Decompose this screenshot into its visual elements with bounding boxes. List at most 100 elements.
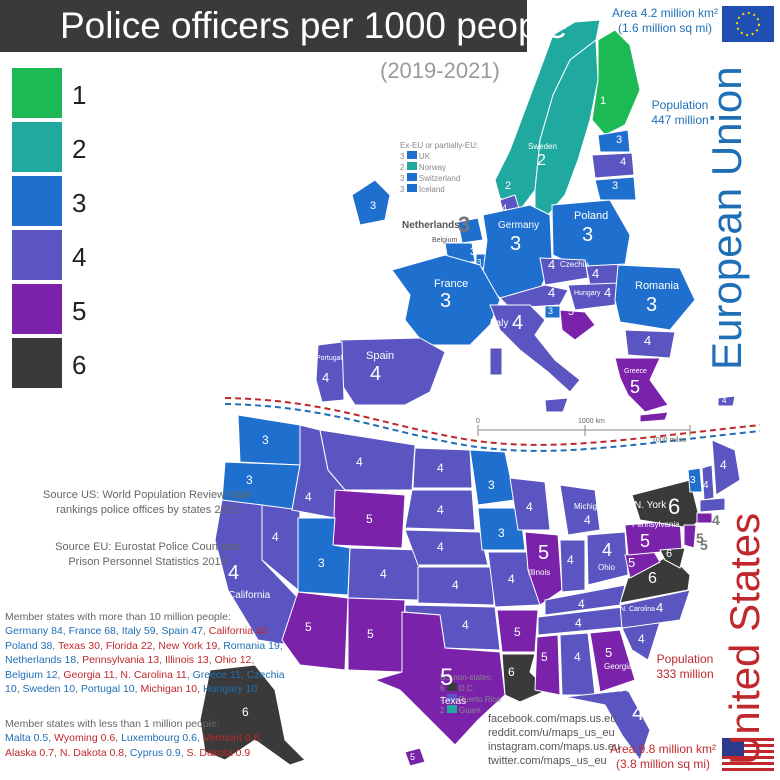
label-illinois-name: Illinois: [528, 568, 551, 577]
label-new-mexico-value: 5: [367, 627, 374, 641]
label-n-carolina-name: N. Carolina: [620, 606, 656, 613]
twitter-link[interactable]: twitter.com/maps_us_eu: [488, 755, 607, 767]
region-new-york: [631, 479, 701, 529]
region-iowa: [477, 507, 526, 551]
us-area-km: Area 9.8 million km²: [609, 742, 717, 756]
member-entry: Texas 30: [57, 639, 100, 652]
member-entry: Florida 22: [105, 639, 153, 652]
label-netherlands-value: 3: [458, 212, 471, 237]
label-texas-name: Texas: [440, 696, 467, 707]
region-florida: [564, 689, 651, 762]
label-nevada-value: 4: [272, 530, 279, 544]
label-wisconsin-value: 4: [526, 500, 533, 514]
label-bulgaria-value: 4: [644, 333, 652, 348]
label-arizona-value: 5: [305, 620, 312, 634]
members-large-list: Member states with more than 10 million …: [5, 610, 290, 696]
label-connecticut-value: 5: [700, 537, 708, 553]
region-ohio: [586, 531, 629, 586]
region-texas: [373, 611, 506, 746]
us-area-mi: (3.8 million sq mi): [615, 757, 711, 771]
label-new-hampshire-value: 4: [703, 480, 709, 491]
region-france: [391, 254, 501, 346]
member-entry: N. Carolina 11: [120, 668, 187, 681]
region-montana: [319, 429, 416, 491]
label-croatia-value: 5: [568, 306, 575, 318]
label-oklahoma-value: 4: [462, 618, 469, 632]
member-entry: Georgia 11: [63, 668, 115, 681]
label-greece-value: 5: [630, 377, 641, 397]
eu-pop-value: 447 million: [651, 113, 709, 127]
label-utah-value: 3: [318, 556, 325, 570]
label-germany-name: Germany: [498, 220, 540, 231]
label-maryland-value: 6: [666, 548, 673, 560]
label-czechia-name: Czechia: [560, 260, 589, 269]
region-georgia: [589, 629, 636, 693]
europe-map: [315, 19, 736, 423]
members-small-items: Malta 0.5, Wyoming 0.6, Luxembourg 0.6, …: [5, 732, 263, 759]
members-small-title: Member states with less than 1 million p…: [5, 718, 220, 730]
instagram-link[interactable]: instagram.com/maps.us.eu: [488, 741, 621, 753]
member-entry: France 68: [68, 625, 116, 638]
legend-value-2: 2: [72, 134, 87, 164]
eu-area-km: Area 4.2 million km²: [611, 6, 719, 20]
label-sweden-name: Sweden: [528, 142, 557, 151]
label-finland-value: 1: [600, 95, 607, 107]
source-eu-line2: Prison Personnel Statistics 2019: [68, 556, 227, 568]
label-romania-value: 3: [646, 294, 658, 316]
label-missouri-value: 4: [508, 572, 515, 586]
region-arkansas: [496, 609, 539, 653]
region-north-dakota: [412, 447, 473, 489]
region-finland: [591, 29, 641, 136]
members-large-items: Germany 84, France 68, Italy 59, Spain 4…: [5, 625, 285, 696]
us-name-vertical: United States: [721, 512, 768, 765]
label-colorado-value: 4: [380, 567, 387, 581]
source-us: Source US: World Population Review state…: [5, 488, 290, 518]
eu-area-mi: (1.6 million sq mi): [617, 21, 713, 35]
us-area: Area 9.8 million km² (3.8 million sq mi): [607, 742, 719, 772]
region-lithuania: [594, 176, 637, 201]
label-pennsylvania-value: 5: [640, 531, 651, 551]
region-vermont: [687, 467, 703, 493]
eu-area: Area 4.2 million km² (1.6 million sq mi): [610, 6, 720, 36]
region-sardinia: [489, 347, 503, 376]
region-alaska: [199, 664, 306, 766]
region-north-carolina: [619, 589, 691, 629]
label-czechia-value: 4: [548, 257, 556, 272]
region-maine: [711, 439, 741, 496]
region-romania: [614, 264, 696, 331]
member-entry: Romania 19: [223, 639, 280, 652]
legend-value-3: 3: [72, 188, 87, 218]
years-subtitle: (2019-2021): [380, 58, 500, 83]
facebook-link[interactable]: facebook.com/maps.us.eu: [488, 713, 617, 725]
label-tennessee-value: 4: [575, 616, 582, 630]
member-entry: Pennsylvania 13: [82, 654, 160, 667]
member-entry: Spain 47: [161, 625, 203, 638]
member-entry: Portugal 10: [80, 683, 135, 696]
label-denmark-value: 4: [502, 203, 508, 213]
legend-value-1: 1: [72, 80, 87, 110]
region-south-dakota: [404, 489, 476, 531]
member-entry: Vermont 0.6: [202, 732, 260, 745]
reddit-link[interactable]: reddit.com/u/maps_us_eu: [488, 727, 615, 739]
label-vermont-value: 3: [690, 475, 696, 486]
label-pennsylvania-name: Pennsylvania: [632, 520, 680, 529]
label-georgia-value: 5: [605, 645, 613, 660]
label-florida-value: 4: [632, 700, 645, 725]
member-entry: Luxembourg 0.6: [121, 732, 197, 745]
label-california-name: California: [228, 590, 271, 601]
label-belgium-value: 3: [470, 246, 477, 258]
member-entry: Germany 84: [5, 625, 63, 638]
label-netherlands-name: Netherlands: [402, 220, 460, 231]
label-italy-value: 4: [512, 312, 524, 334]
source-eu-line1: Source EU: Eurostat Police Court and: [55, 541, 240, 553]
members-large-title: Member states with more than 10 million …: [5, 611, 231, 623]
label-massachusetts-value: 4: [712, 512, 720, 528]
label-greece-name: Greece: [624, 368, 647, 375]
us-non-states-title: US non-states:: [440, 673, 493, 682]
region-mississippi: [534, 634, 561, 696]
label-slovakia-value: 4: [592, 266, 600, 281]
region-netherlands: [457, 217, 484, 244]
label-lithuania-value: 3: [612, 180, 619, 192]
scale-km-label: 1000 km: [578, 418, 605, 425]
region-new-hampshire: [701, 464, 715, 501]
